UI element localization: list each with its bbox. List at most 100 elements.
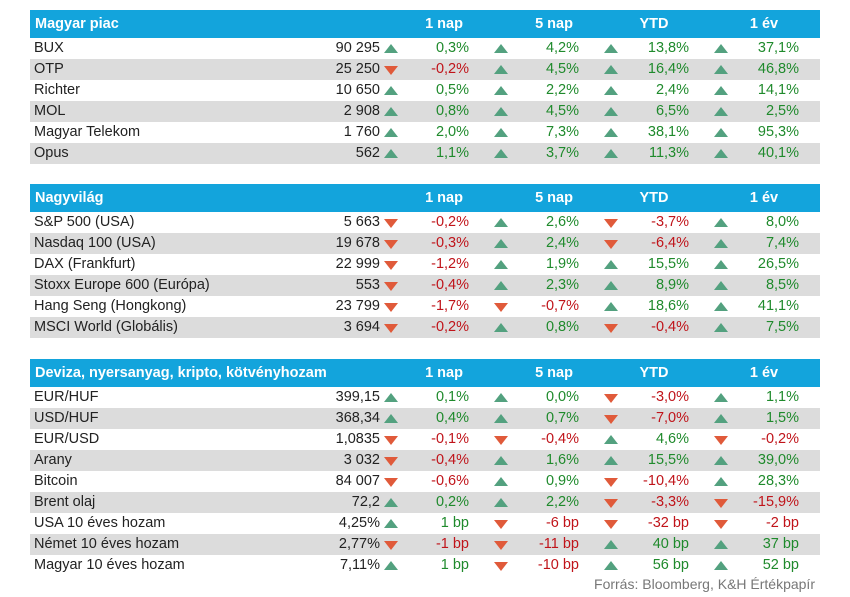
change-value: -6 bp [545,515,579,531]
change-value: 52 bp [762,557,799,573]
table-row: Stoxx Europe 600 (Európa) 553 -0,4% 2,3% 8,9… [30,275,820,296]
change-cell: -0,1% [384,429,494,450]
change-cell: 2,4% [604,80,714,101]
change-cell: -32 bp [604,513,714,534]
change-cell: 8,9% [604,275,714,296]
instrument-name: USA 10 éves hozam [34,515,166,531]
triangle-up-icon [494,281,508,290]
change-value: 0,8% [435,103,469,119]
change-cell: 26,5% [714,254,824,275]
triangle-down-icon [604,324,618,333]
triangle-down-icon [384,240,398,249]
change-value: 26,5% [757,256,799,272]
change-cell: 95,3% [714,122,824,143]
change-value: 11,3% [648,145,689,161]
triangle-down-icon [714,499,728,508]
change-cell: 7,4% [714,233,824,254]
change-value: -0,7% [541,298,579,314]
triangle-down-icon [494,562,508,571]
table-row: USA 10 éves hozam 4,25% 1 bp -6 bp -32 bp -2 … [30,513,820,534]
change-cell: -0,7% [494,296,604,317]
triangle-up-icon [494,323,508,332]
instrument-value: 368,34 [335,410,380,426]
change-value: 0,7% [545,410,579,426]
column-header: 1 év [749,190,779,206]
instrument-name: Bitcoin [34,473,78,489]
change-cell: 18,6% [604,296,714,317]
triangle-down-icon [604,394,618,403]
instrument-name: MSCI World (Globális) [34,319,178,335]
change-value: 2,3% [545,277,579,293]
table-row: Brent olaj 72,2 0,2% 2,2% -3,3% -15,9% [30,492,820,513]
instrument-name: Magyar 10 éves hozam [34,557,185,573]
instrument-name: Magyar Telekom [34,124,141,140]
section-header: Nagyvilág 1 nap 5 nap YTD 1 év [30,184,820,212]
table-row: OTP 25 250 -0,2% 4,5% 16,4% 46,8% [30,59,820,80]
triangle-down-icon [604,520,618,529]
change-value: 56 bp [652,557,689,573]
table-row: Arany 3 032 -0,4% 1,6% 15,5% 39,0% [30,450,820,471]
section-title: Deviza, nyersanyag, kripto, kötvényhozam [35,365,327,381]
triangle-up-icon [714,149,728,158]
instrument-value: 19 678 [335,235,380,251]
triangle-down-icon [494,303,508,312]
change-value: 18,6% [647,298,689,314]
change-value: 1,1% [765,389,799,405]
triangle-up-icon [384,561,398,570]
triangle-down-icon [494,436,508,445]
change-value: 0,2% [435,494,469,510]
change-value: -32 bp [647,515,689,531]
triangle-up-icon [714,65,728,74]
change-cell: 2,0% [384,122,494,143]
triangle-up-icon [714,477,728,486]
change-cell: -10,4% [604,471,714,492]
change-cell: -0,4% [384,450,494,471]
instrument-name: EUR/HUF [34,389,99,405]
change-value: -3,3% [651,494,689,510]
column-header: 1 nap [425,16,463,32]
triangle-up-icon [714,239,728,248]
section-title: Magyar piac [35,16,119,32]
triangle-up-icon [714,107,728,116]
table-row: MOL 2 908 0,8% 4,5% 6,5% 2,5% [30,101,820,122]
triangle-down-icon [384,541,398,550]
change-value: -1,7% [431,298,469,314]
change-value: 4,5% [545,103,579,119]
triangle-up-icon [494,239,508,248]
change-cell: 40,1% [714,143,824,164]
change-cell: 0,3% [384,38,494,59]
instrument-value: 2 908 [343,103,380,119]
change-value: -1,2% [431,256,469,272]
change-cell: -3,7% [604,212,714,233]
column-header: 1 év [749,365,779,381]
change-value: 3,7% [545,145,579,161]
triangle-up-icon [714,561,728,570]
instrument-value: 399,15 [335,389,380,405]
change-value: 39,0% [757,452,799,468]
triangle-down-icon [714,520,728,529]
section-title: Nagyvilág [35,190,104,206]
change-cell: 46,8% [714,59,824,80]
change-value: 40 bp [652,536,689,552]
change-cell: -0,4% [384,275,494,296]
change-cell: 2,5% [714,101,824,122]
change-value: -3,0% [651,389,689,405]
change-value: 46,8% [757,61,799,77]
column-header: 5 nap [535,365,573,381]
change-value: -7,0% [651,410,689,426]
change-value: -0,2% [431,214,469,230]
instrument-value: 25 250 [335,61,380,77]
table-row: USD/HUF 368,34 0,4% 0,7% -7,0% 1,5% [30,408,820,429]
instrument-value: 553 [355,277,380,293]
triangle-up-icon [604,540,618,549]
change-cell: 0,5% [384,80,494,101]
triangle-down-icon [714,436,728,445]
change-value: 0,0% [545,389,579,405]
change-value: -0,2% [431,319,469,335]
instrument-name: BUX [34,40,64,56]
instrument-value: 1,0835 [335,431,380,447]
triangle-up-icon [714,218,728,227]
change-value: 2,4% [545,235,579,251]
change-cell: -15,9% [714,492,824,513]
change-value: -10 bp [537,557,579,573]
